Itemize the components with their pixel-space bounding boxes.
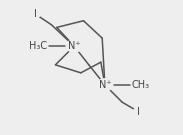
Ellipse shape [31, 10, 40, 18]
Text: I: I [34, 9, 37, 19]
Text: I: I [137, 107, 140, 117]
Ellipse shape [134, 108, 143, 116]
Text: N⁺: N⁺ [68, 41, 81, 51]
Ellipse shape [66, 40, 82, 52]
Text: N⁺: N⁺ [99, 80, 111, 90]
Text: CH₃: CH₃ [132, 80, 150, 90]
Ellipse shape [97, 79, 113, 91]
Text: H₃C: H₃C [29, 41, 47, 51]
